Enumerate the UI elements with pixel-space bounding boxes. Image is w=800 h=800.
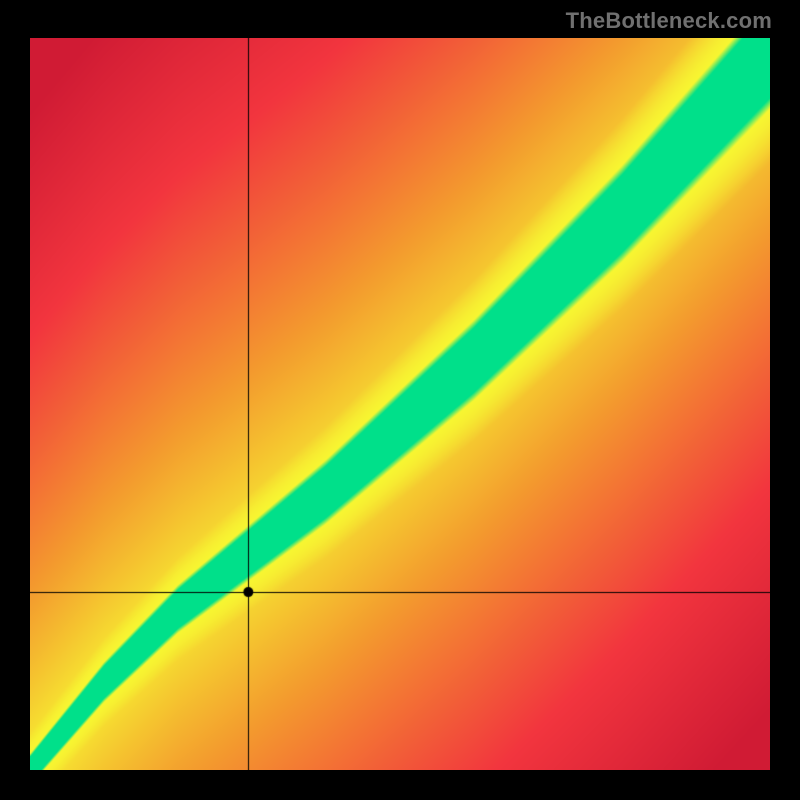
heatmap-canvas <box>30 38 770 770</box>
bottleneck-heatmap <box>30 38 770 770</box>
watermark-text: TheBottleneck.com <box>566 8 772 34</box>
